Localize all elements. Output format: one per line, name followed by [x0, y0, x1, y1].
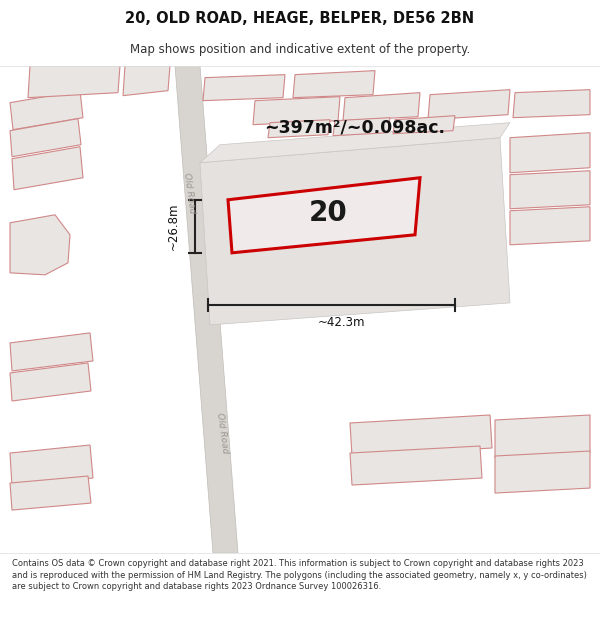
Polygon shape — [495, 415, 590, 458]
Polygon shape — [12, 147, 83, 190]
Polygon shape — [228, 177, 420, 253]
Polygon shape — [268, 119, 330, 138]
Polygon shape — [510, 171, 590, 209]
Polygon shape — [28, 66, 120, 98]
Polygon shape — [123, 66, 170, 96]
Polygon shape — [513, 89, 590, 118]
Polygon shape — [350, 446, 482, 485]
Polygon shape — [343, 92, 420, 121]
Polygon shape — [393, 116, 455, 134]
Polygon shape — [10, 363, 91, 401]
Polygon shape — [510, 132, 590, 173]
Polygon shape — [510, 207, 590, 245]
Polygon shape — [333, 118, 390, 136]
Text: Old Road: Old Road — [215, 412, 229, 454]
Polygon shape — [200, 122, 510, 162]
Polygon shape — [350, 415, 492, 456]
Polygon shape — [428, 89, 510, 119]
Text: Map shows position and indicative extent of the property.: Map shows position and indicative extent… — [130, 42, 470, 56]
Text: ~42.3m: ~42.3m — [318, 316, 365, 329]
Polygon shape — [10, 215, 70, 275]
Polygon shape — [10, 119, 81, 157]
Text: Old Road: Old Road — [182, 172, 196, 214]
Polygon shape — [10, 91, 83, 130]
Polygon shape — [200, 138, 510, 325]
Polygon shape — [10, 333, 93, 371]
Polygon shape — [203, 74, 285, 101]
Text: ~26.8m: ~26.8m — [167, 202, 179, 250]
Polygon shape — [253, 97, 340, 124]
Polygon shape — [175, 66, 238, 553]
Polygon shape — [495, 451, 590, 493]
Polygon shape — [10, 445, 93, 486]
Polygon shape — [293, 71, 375, 98]
Text: 20: 20 — [308, 199, 347, 227]
Text: ~397m²/~0.098ac.: ~397m²/~0.098ac. — [265, 119, 445, 137]
Polygon shape — [10, 476, 91, 510]
Text: Contains OS data © Crown copyright and database right 2021. This information is : Contains OS data © Crown copyright and d… — [12, 559, 587, 591]
Text: 20, OLD ROAD, HEAGE, BELPER, DE56 2BN: 20, OLD ROAD, HEAGE, BELPER, DE56 2BN — [125, 11, 475, 26]
